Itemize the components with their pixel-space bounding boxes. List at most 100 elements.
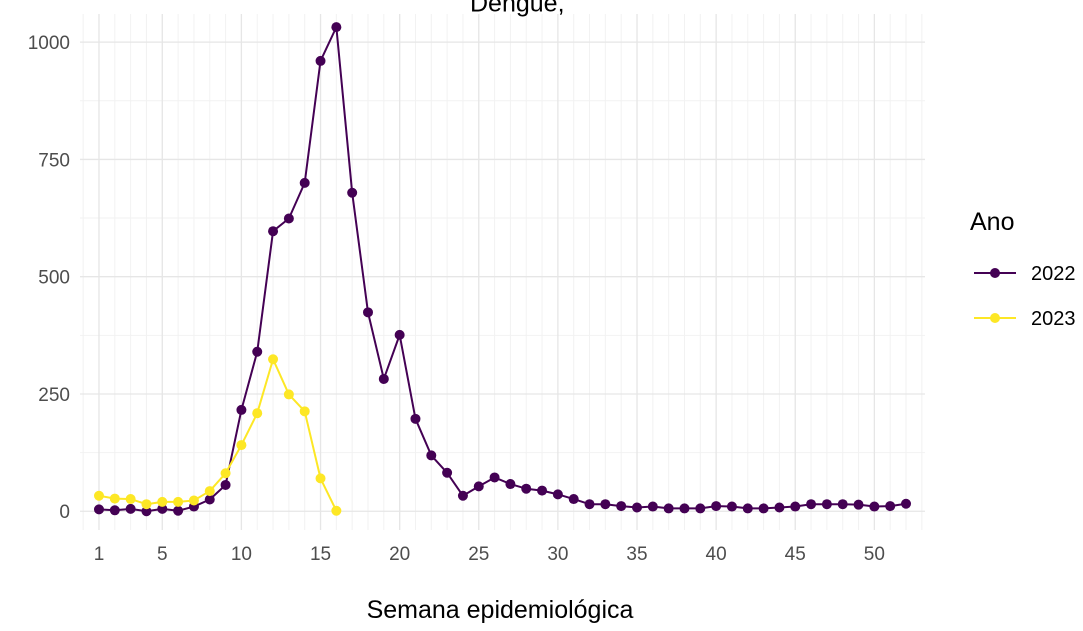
data-point-2022 — [711, 501, 722, 512]
data-point-2022 — [378, 373, 389, 384]
data-point-2022 — [885, 501, 896, 512]
data-point-2022 — [283, 213, 294, 224]
data-point-2022 — [220, 479, 231, 490]
x-tick-label: 45 — [785, 544, 806, 565]
x-tick-label: 10 — [231, 544, 252, 565]
x-tick-label: 5 — [157, 544, 168, 565]
data-point-2022 — [837, 499, 848, 510]
data-point-2022 — [742, 503, 753, 514]
data-point-2023 — [268, 354, 279, 365]
y-tick-label: 250 — [38, 385, 70, 406]
data-point-2022 — [315, 55, 326, 66]
data-point-2023 — [141, 499, 152, 510]
data-point-2022 — [869, 501, 880, 512]
data-point-2022 — [473, 481, 484, 492]
data-point-2023 — [173, 496, 184, 507]
data-point-2022 — [489, 472, 500, 483]
data-point-2022 — [758, 503, 769, 514]
data-point-2022 — [157, 503, 168, 514]
data-point-2022 — [394, 329, 405, 340]
data-point-2022 — [457, 490, 468, 501]
x-tick-label: 40 — [706, 544, 727, 565]
data-point-2023 — [315, 473, 326, 484]
x-tick-label: 15 — [310, 544, 331, 565]
data-point-2022 — [663, 503, 674, 514]
data-point-2022 — [331, 22, 342, 33]
series-lines — [93, 22, 912, 517]
data-point-2022 — [695, 503, 706, 514]
data-point-2023 — [220, 468, 231, 479]
series-line-2022 — [98, 26, 907, 513]
data-point-2022 — [109, 505, 120, 516]
data-point-2022 — [584, 499, 595, 510]
chart-title: Dengue, — [470, 0, 565, 18]
data-point-2022 — [568, 494, 579, 505]
series-2023 — [93, 354, 342, 516]
data-point-2023 — [188, 495, 199, 506]
data-point-2022 — [726, 501, 737, 512]
data-point-2022 — [347, 187, 358, 198]
x-tick-label: 30 — [547, 544, 568, 565]
legend-item-2022: 2022 — [974, 263, 1076, 285]
data-point-2022 — [362, 307, 373, 318]
data-point-2022 — [806, 499, 817, 510]
data-point-2022 — [204, 494, 215, 505]
data-point-2022 — [552, 489, 563, 500]
x-tick-label: 50 — [864, 544, 885, 565]
data-point-2022 — [125, 503, 136, 514]
data-point-2022 — [93, 504, 104, 515]
data-point-2022 — [790, 501, 801, 512]
data-point-2023 — [157, 496, 168, 507]
y-tick-label: 500 — [38, 268, 70, 289]
data-point-2022 — [679, 503, 690, 514]
legend-title: Ano — [970, 208, 1014, 236]
data-point-2023 — [93, 490, 104, 501]
data-point-2022 — [774, 502, 785, 513]
data-point-2022 — [647, 501, 658, 512]
data-point-2023 — [252, 408, 263, 419]
data-point-2022 — [268, 226, 279, 237]
legend-label: 2023 — [1031, 308, 1076, 330]
data-point-2023 — [236, 440, 247, 451]
data-point-2022 — [600, 499, 611, 510]
data-point-2022 — [632, 502, 643, 513]
legend-label: 2022 — [1031, 263, 1076, 285]
data-point-2022 — [173, 505, 184, 516]
legend: Ano 2022 2023 — [970, 208, 1076, 330]
data-point-2023 — [204, 486, 215, 497]
data-point-2022 — [853, 499, 864, 510]
data-point-2022 — [537, 485, 548, 496]
data-point-2022 — [299, 177, 310, 188]
data-point-2023 — [299, 406, 310, 417]
data-point-2022 — [426, 450, 437, 461]
x-tick-label: 1 — [94, 544, 105, 565]
legend-swatch-point — [990, 268, 1000, 278]
data-point-2023 — [331, 505, 342, 516]
legend-item-2023: 2023 — [974, 308, 1076, 330]
data-point-2023 — [125, 494, 136, 505]
legend-swatch-point — [990, 313, 1000, 323]
y-tick-label: 1000 — [28, 33, 70, 54]
data-point-2022 — [521, 483, 532, 494]
x-axis-title: Semana epidemiológica — [367, 596, 634, 624]
data-point-2022 — [252, 346, 263, 357]
data-point-2022 — [236, 404, 247, 415]
data-point-2022 — [442, 467, 453, 478]
y-tick-label: 750 — [38, 150, 70, 171]
data-point-2022 — [901, 498, 912, 509]
data-point-2022 — [821, 499, 832, 510]
data-point-2022 — [141, 506, 152, 517]
x-tick-label: 20 — [389, 544, 410, 565]
series-2022 — [93, 22, 912, 517]
y-tick-label: 0 — [59, 502, 70, 523]
data-point-2023 — [109, 493, 120, 504]
series-line-2023 — [98, 358, 338, 512]
data-point-2022 — [505, 479, 516, 490]
x-tick-label: 25 — [468, 544, 489, 565]
data-point-2023 — [283, 389, 294, 400]
x-tick-label: 35 — [626, 544, 647, 565]
data-point-2022 — [410, 413, 421, 424]
